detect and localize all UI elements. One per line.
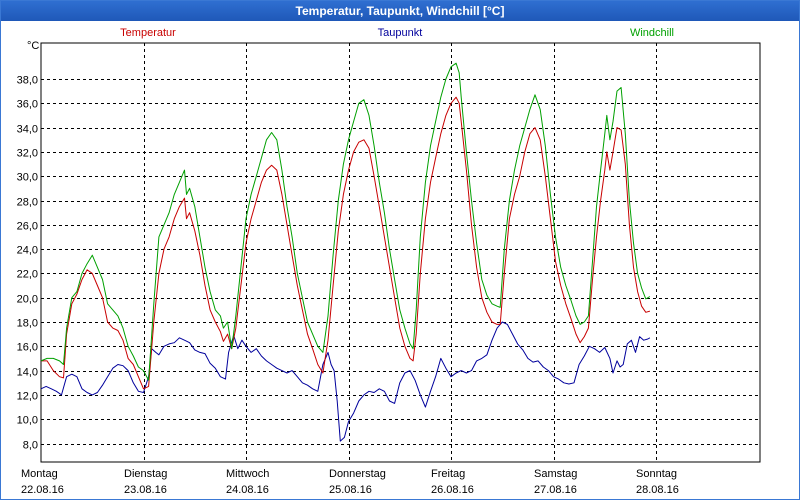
x-tick-date: 22.08.16 bbox=[21, 484, 64, 496]
y-tick-label: 36,0 bbox=[17, 99, 38, 111]
temperature-series-line bbox=[41, 96, 651, 390]
x-tick-date: 28.08.16 bbox=[636, 484, 679, 496]
y-tick-label: 28,0 bbox=[17, 197, 38, 209]
x-tick-date: 23.08.16 bbox=[124, 484, 167, 496]
y-tick-label: 34,0 bbox=[17, 124, 38, 136]
y-tick-label: 16,0 bbox=[17, 342, 38, 354]
grid-lines bbox=[41, 43, 760, 462]
y-axis-ticks: 8,0 10,0 12,0 14,0 16,0 18,0 20,0 22,0 24,0 26,0 2… bbox=[17, 75, 38, 452]
x-tick-date: 27.08.16 bbox=[534, 484, 577, 496]
series-lines bbox=[40, 62, 651, 442]
y-tick-label: 18,0 bbox=[17, 318, 38, 330]
legend: Temperatur Taupunkt Windchill bbox=[120, 27, 674, 39]
dewpoint-series-line bbox=[40, 321, 651, 442]
y-axis-unit-label: °C bbox=[27, 40, 39, 52]
legend-temperature: Temperatur bbox=[120, 27, 176, 39]
x-tick-date: 24.08.16 bbox=[226, 484, 269, 496]
y-tick-label: 20,0 bbox=[17, 294, 38, 306]
x-tick-weekday: Donnerstag bbox=[329, 468, 386, 480]
x-tick-weekday: Dienstag bbox=[124, 468, 168, 480]
legend-dewpoint: Taupunkt bbox=[378, 27, 423, 39]
y-tick-label: 10,0 bbox=[17, 415, 38, 427]
y-tick-label: 14,0 bbox=[17, 367, 38, 379]
legend-windchill: Windchill bbox=[630, 27, 674, 39]
x-tick-date: 25.08.16 bbox=[329, 484, 372, 496]
title-bar: Temperatur, Taupunkt, Windchill [°C] bbox=[1, 1, 799, 21]
windchill-series-line bbox=[40, 62, 651, 381]
y-tick-label: 24,0 bbox=[17, 245, 38, 257]
x-tick-weekday: Freitag bbox=[431, 468, 466, 480]
x-tick-weekday: Sonntag bbox=[636, 468, 677, 480]
y-tick-label: 8,0 bbox=[23, 440, 38, 452]
x-tick-date: 26.08.16 bbox=[431, 484, 474, 496]
y-tick-label: 12,0 bbox=[17, 391, 38, 403]
y-tick-label: 38,0 bbox=[17, 75, 38, 87]
x-tick-weekday: Samstag bbox=[534, 468, 578, 480]
x-tick-weekday: Mittwoch bbox=[226, 468, 270, 480]
y-tick-label: 32,0 bbox=[17, 148, 38, 160]
x-tick-weekday: Montag bbox=[21, 468, 58, 480]
y-tick-label: 26,0 bbox=[17, 221, 38, 233]
y-tick-label: 30,0 bbox=[17, 172, 38, 184]
y-tick-label: 22,0 bbox=[17, 269, 38, 281]
plot-frame bbox=[40, 42, 761, 463]
